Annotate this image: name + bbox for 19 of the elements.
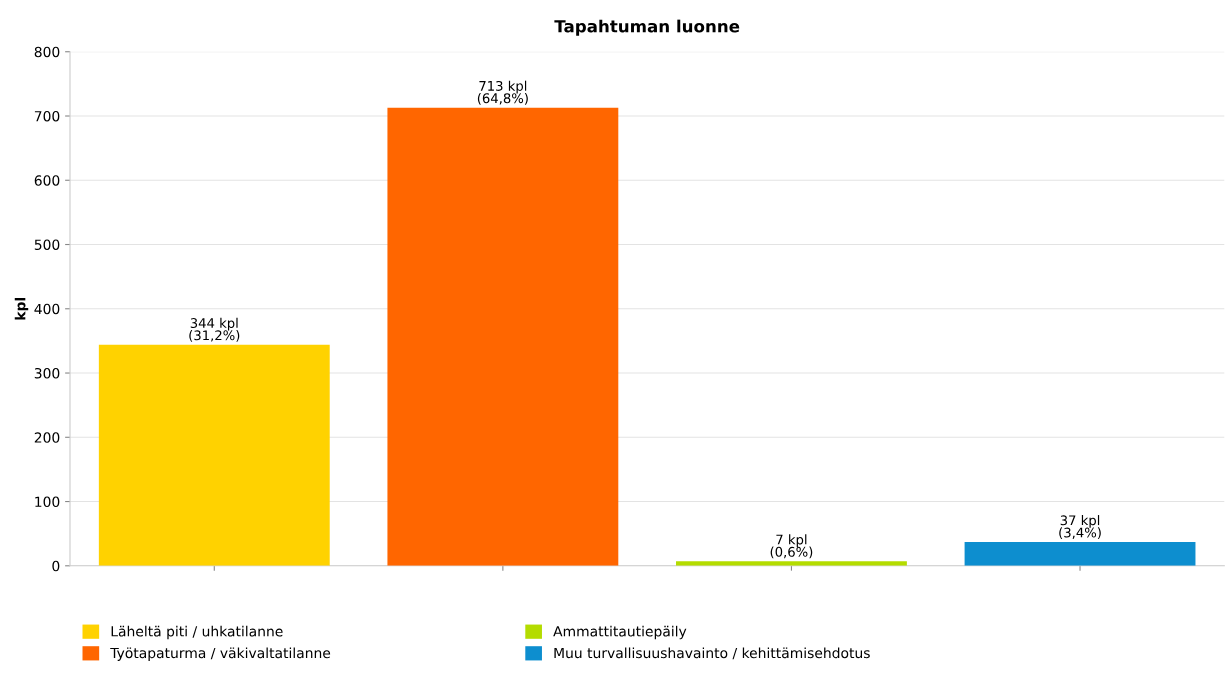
data-label: 7 kpl (0,6%) (770, 534, 813, 559)
data-label: 713 kpl (64,8%) (477, 80, 528, 105)
y-tick-label: 600 (34, 175, 60, 186)
data-label: 344 kpl (31,2%) (189, 317, 240, 342)
y-tick-label: 200 (34, 432, 60, 443)
legend-label: Ammattitautiepäily (553, 625, 687, 640)
y-tick-label: 700 (34, 110, 60, 122)
data-label: 37 kpl (3,4%) (1059, 515, 1101, 540)
y-tick-label: 100 (35, 496, 60, 508)
y-tick-label: 400 (34, 303, 60, 315)
legend-label: Työtapaturma / väkivaltatilanne (110, 647, 331, 661)
y-tick-label: 300 (34, 368, 60, 379)
legend-label: Muu turvallisuushavainto / kehittämisehdotus (554, 647, 870, 660)
y-tick-label: 800 (34, 46, 60, 58)
y-tick-label: 500 (34, 239, 60, 250)
y-tick-label: 0 (52, 560, 60, 572)
y-axis-title: kpl (14, 297, 29, 320)
chart-title: Tapahtuman luonne (554, 19, 740, 36)
legend-label: Läheltä piti / uhkatilanne (111, 625, 283, 640)
